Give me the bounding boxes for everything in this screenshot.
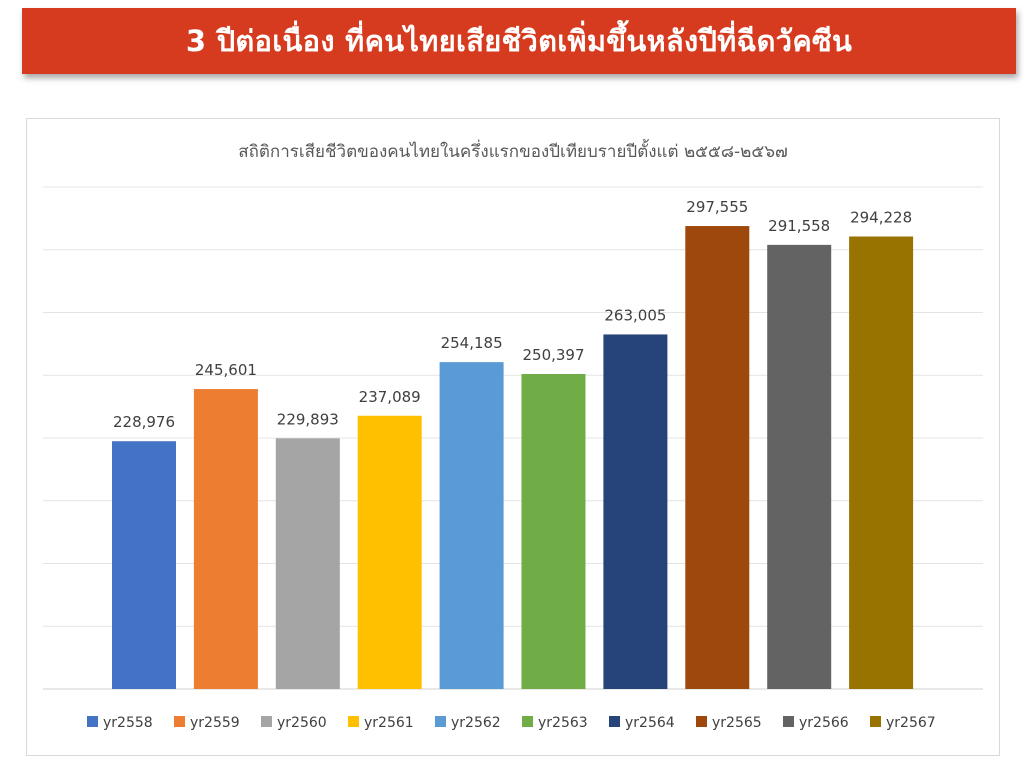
legend-item-yr2560: yr2560 bbox=[261, 715, 327, 731]
legend-label-yr2567: yr2567 bbox=[886, 715, 936, 731]
bar-yr2562 bbox=[439, 362, 504, 689]
bars bbox=[112, 226, 914, 689]
legend: yr2558 yr2559 yr2560 yr2561 yr2562 yr2563 yr25… bbox=[87, 715, 936, 731]
data-labels: 228,976 245,601 229,893 237,089 254,185 250,3… bbox=[113, 198, 912, 431]
data-label-yr2567: 294,228 bbox=[850, 208, 912, 226]
legend-swatch-yr2562 bbox=[435, 716, 446, 727]
legend-label-yr2565: yr2565 bbox=[712, 715, 762, 731]
data-label-yr2561: 237,089 bbox=[359, 388, 421, 406]
title-banner: 3 ปีต่อเนื่อง ที่คนไทยเสียชีวิตเพิ่มขึ้น… bbox=[22, 8, 1016, 74]
bar-yr2563 bbox=[521, 374, 586, 689]
data-label-yr2558: 228,976 bbox=[113, 413, 175, 431]
legend-item-yr2567: yr2567 bbox=[870, 715, 936, 731]
legend-item-yr2565: yr2565 bbox=[696, 715, 762, 731]
bar-yr2559 bbox=[193, 389, 258, 689]
bar-yr2564 bbox=[603, 334, 668, 689]
legend-label-yr2566: yr2566 bbox=[799, 715, 849, 731]
legend-swatch-yr2559 bbox=[174, 716, 185, 727]
legend-swatch-yr2563 bbox=[522, 716, 533, 727]
legend-swatch-yr2565 bbox=[696, 716, 707, 727]
data-label-yr2562: 254,185 bbox=[441, 334, 503, 352]
chart-title: สถิติการเสียชีวิตของคนไทยในครึ่งแรกของปี… bbox=[238, 139, 788, 162]
banner-title: 3 ปีต่อเนื่อง ที่คนไทยเสียชีวิตเพิ่มขึ้น… bbox=[185, 24, 853, 58]
data-label-yr2564: 263,005 bbox=[604, 306, 666, 324]
chart-frame: สถิติการเสียชีวิตของคนไทยในครึ่งแรกของปี… bbox=[26, 118, 1000, 756]
bar-chart: สถิติการเสียชีวิตของคนไทยในครึ่งแรกของปี… bbox=[43, 139, 983, 731]
legend-label-yr2562: yr2562 bbox=[451, 715, 501, 731]
bar-yr2561 bbox=[357, 415, 422, 689]
legend-item-yr2558: yr2558 bbox=[87, 715, 153, 731]
legend-label-yr2561: yr2561 bbox=[364, 715, 414, 731]
data-label-yr2566: 291,558 bbox=[768, 217, 830, 235]
legend-item-yr2559: yr2559 bbox=[174, 715, 240, 731]
data-label-yr2559: 245,601 bbox=[195, 361, 257, 379]
bar-yr2566 bbox=[767, 244, 832, 689]
legend-item-yr2561: yr2561 bbox=[348, 715, 414, 731]
legend-label-yr2558: yr2558 bbox=[103, 715, 153, 731]
bar-yr2565 bbox=[685, 226, 750, 689]
legend-swatch-yr2561 bbox=[348, 716, 359, 727]
bar-yr2558 bbox=[112, 441, 176, 689]
data-label-yr2563: 250,397 bbox=[522, 346, 584, 364]
data-label-yr2560: 229,893 bbox=[277, 410, 339, 428]
gridlines bbox=[43, 186, 983, 690]
bar-yr2567 bbox=[849, 236, 914, 689]
legend-item-yr2562: yr2562 bbox=[435, 715, 501, 731]
legend-item-yr2564: yr2564 bbox=[609, 715, 675, 731]
legend-swatch-yr2564 bbox=[609, 716, 620, 727]
bar-yr2560 bbox=[275, 438, 340, 689]
legend-label-yr2564: yr2564 bbox=[625, 715, 675, 731]
legend-item-yr2566: yr2566 bbox=[783, 715, 849, 731]
legend-label-yr2560: yr2560 bbox=[277, 715, 327, 731]
legend-label-yr2563: yr2563 bbox=[538, 715, 588, 731]
legend-swatch-yr2558 bbox=[87, 716, 98, 727]
data-label-yr2565: 297,555 bbox=[686, 198, 748, 216]
legend-swatch-yr2566 bbox=[783, 716, 794, 727]
legend-swatch-yr2567 bbox=[870, 716, 881, 727]
legend-item-yr2563: yr2563 bbox=[522, 715, 588, 731]
legend-swatch-yr2560 bbox=[261, 716, 272, 727]
legend-label-yr2559: yr2559 bbox=[190, 715, 240, 731]
